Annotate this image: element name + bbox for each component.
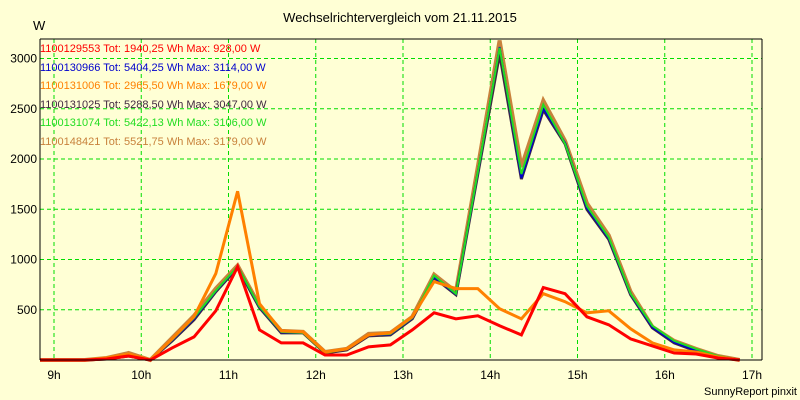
axes <box>39 38 763 361</box>
y-tick-label: 1500 <box>10 202 37 216</box>
x-tick-label: 14h <box>480 368 500 382</box>
legend-item: 1100131074 Tot: 5422,13 Wh Max: 3106,00 … <box>40 117 267 130</box>
data-series <box>40 40 741 363</box>
x-tick-label: 9h <box>47 368 60 382</box>
series-line <box>40 190 740 362</box>
x-tick-label: 17h <box>742 368 762 382</box>
y-tick-label: 3000 <box>10 52 37 66</box>
legend-item: 1100131006 Tot: 2965,50 Wh Max: 1679,00 … <box>40 80 267 93</box>
footer-credit: SunnyReport pinxit <box>704 386 797 398</box>
legend: 1100129553 Tot: 1940,25 Wh Max: 928,00 W… <box>40 40 266 152</box>
legend-item: 1100148421 Tot: 5521,75 Wh Max: 3179,00 … <box>40 135 267 148</box>
x-tick-label: 13h <box>393 368 413 382</box>
legend-item: 1100130966 Tot: 5404,25 Wh Max: 3114,00 … <box>40 61 266 74</box>
y-tick-label: 500 <box>17 303 37 317</box>
x-tick-label: 12h <box>306 368 326 382</box>
legend-item: 1100129553 Tot: 1940,25 Wh Max: 928,00 W <box>40 43 261 55</box>
y-tick-label: 1000 <box>10 253 37 267</box>
tick-labels: 9h 10h 11h 12h 13h 14h 15h 16h 17h 500 1000 1500 200… <box>10 52 762 383</box>
x-tick-label: 15h <box>567 368 587 382</box>
x-tick-label: 11h <box>219 368 238 382</box>
legend-item: 1100131025 Tot: 5288,50 Wh Max: 3047,00 … <box>40 98 267 111</box>
y-axis-unit: W <box>33 18 46 33</box>
series-line <box>40 262 740 362</box>
y-tick-label: 2000 <box>10 152 37 166</box>
y-tick-label: 2500 <box>10 102 37 116</box>
chart-title: Wechselrichtervergleich vom 21.11.2015 <box>283 10 517 25</box>
x-tick-label: 10h <box>131 368 151 382</box>
x-tick-label: 16h <box>655 368 675 382</box>
